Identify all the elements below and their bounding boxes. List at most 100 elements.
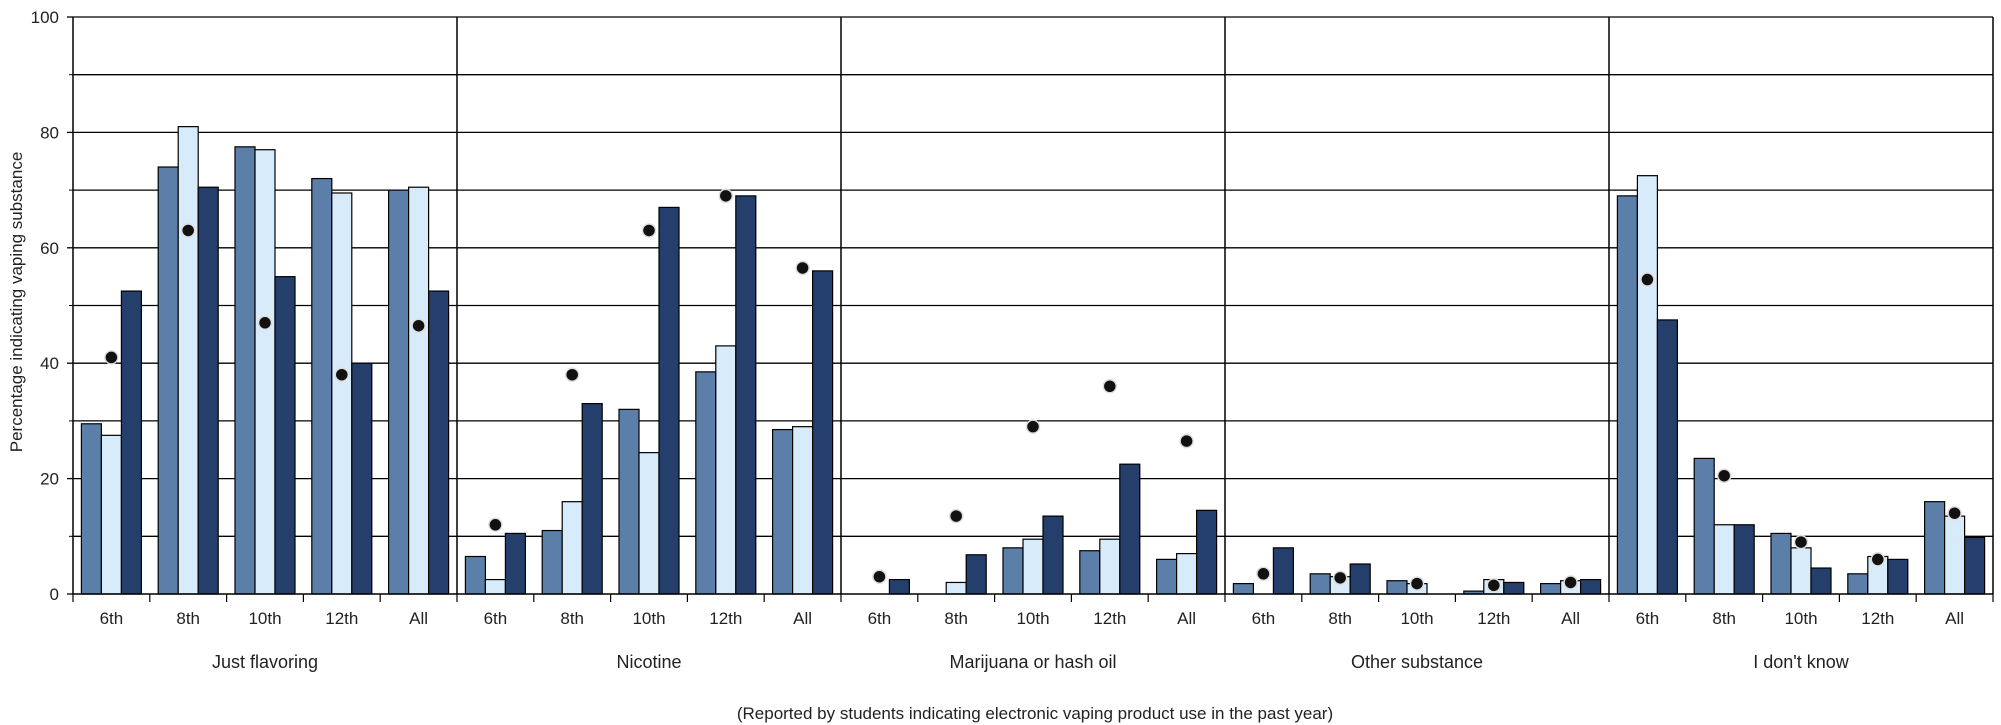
bar: [1770, 532, 1792, 595]
x-tick-label: 10th: [632, 609, 665, 628]
bar: [1503, 581, 1525, 595]
x-tick-label: 8th: [176, 609, 200, 628]
bar: [100, 434, 123, 595]
bar: [1656, 319, 1679, 595]
x-tick-label: 12th: [709, 609, 742, 628]
bar: [715, 345, 737, 595]
bar: [735, 195, 757, 595]
bar: [331, 192, 353, 595]
y-tick-label: 20: [40, 470, 59, 489]
bar: [1042, 515, 1064, 595]
bar: [1272, 547, 1295, 595]
x-tick-label: All: [409, 609, 428, 628]
y-tick-label: 40: [40, 354, 59, 373]
bar: [1386, 580, 1408, 595]
marker-point: [1486, 578, 1502, 593]
marker-point: [1563, 575, 1578, 590]
marker-point: [1409, 576, 1425, 591]
x-tick-label: 6th: [1636, 609, 1660, 628]
bar: [464, 555, 486, 595]
x-tick-label: 8th: [1328, 609, 1352, 628]
bar: [1636, 175, 1659, 595]
bar: [618, 408, 640, 595]
x-tick-label: 10th: [1784, 609, 1817, 628]
bar: [1079, 550, 1101, 595]
x-tick-label: 8th: [944, 609, 968, 628]
y-tick-label: 0: [50, 585, 59, 604]
bar: [1616, 195, 1639, 595]
x-tick-label: 6th: [868, 609, 892, 628]
bar: [428, 290, 450, 595]
marker-point: [180, 223, 196, 238]
bar: [484, 578, 506, 595]
markers-layer: [104, 188, 1962, 593]
group-label: Just flavoring: [212, 652, 318, 672]
bar: [1002, 547, 1024, 595]
x-tick-label: 12th: [1477, 609, 1510, 628]
bar: [1943, 515, 1966, 595]
x-tick-label: All: [1945, 609, 1964, 628]
x-tick-label: 10th: [1016, 609, 1049, 628]
bar: [1923, 501, 1946, 595]
group-label: Nicotine: [616, 652, 681, 672]
x-tick-label: 6th: [100, 609, 124, 628]
bar: [771, 428, 794, 595]
y-tick-label: 100: [31, 8, 59, 27]
marker-point: [1947, 505, 1962, 521]
bar: [791, 426, 814, 595]
bar: [408, 186, 430, 595]
x-tick-label: 12th: [325, 609, 358, 628]
bar: [157, 166, 179, 595]
marker-point: [1870, 552, 1886, 567]
bar: [274, 276, 296, 595]
marker-point: [1025, 419, 1041, 434]
bar: [1175, 553, 1198, 595]
bar: [1887, 558, 1909, 595]
marker-point: [488, 517, 503, 533]
bar: [638, 452, 660, 595]
marker-point: [718, 188, 734, 204]
marker-point: [872, 569, 887, 584]
marker-point: [948, 508, 964, 524]
bar: [234, 146, 256, 595]
bar: [811, 270, 834, 595]
bar: [888, 578, 911, 595]
x-tick-label: 10th: [1400, 609, 1433, 628]
marker-point: [795, 260, 810, 276]
bar: [695, 371, 717, 595]
x-axis-caption: (Reported by students indicating electro…: [737, 704, 1333, 723]
marker-point: [1640, 272, 1655, 287]
bar: [177, 126, 199, 595]
bar: [541, 529, 563, 595]
bar: [658, 206, 680, 595]
marker-point: [1793, 534, 1809, 550]
bar: [1539, 583, 1562, 595]
x-tick-label: All: [1561, 609, 1580, 628]
bar: [311, 177, 333, 595]
bar: [1847, 573, 1869, 595]
bar: [1579, 578, 1602, 595]
bar: [1232, 583, 1255, 595]
marker-point: [257, 315, 273, 331]
x-tick-label: 8th: [1712, 609, 1736, 628]
marker-point: [641, 223, 657, 238]
y-tick-label: 80: [40, 123, 59, 142]
bar: [1713, 524, 1735, 595]
bar: [945, 581, 967, 595]
bar: [1155, 558, 1178, 595]
bar: [504, 532, 526, 595]
x-tick-label: All: [1177, 609, 1196, 628]
bar: [581, 402, 603, 595]
x-tick-label: 6th: [1252, 609, 1276, 628]
group-label: Marijuana or hash oil: [949, 652, 1116, 672]
y-tick-label: 60: [40, 239, 59, 258]
marker-point: [1179, 433, 1194, 449]
marker-point: [411, 318, 426, 333]
axes-layer: [67, 16, 1994, 602]
bar: [351, 362, 373, 595]
marker-point: [1256, 566, 1271, 582]
bars-layer: [80, 126, 1986, 595]
group-label: I don't know: [1753, 652, 1849, 672]
y-axis-title: Percentage indicating vaping substance: [7, 152, 26, 453]
